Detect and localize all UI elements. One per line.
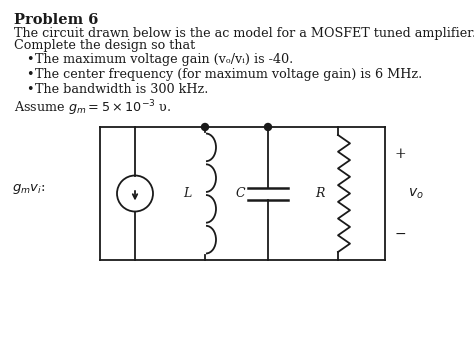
Text: •: • bbox=[26, 68, 34, 81]
Text: •: • bbox=[26, 53, 34, 66]
Text: +: + bbox=[394, 147, 406, 160]
Text: $v_o$: $v_o$ bbox=[408, 186, 424, 201]
Text: Problem 6: Problem 6 bbox=[14, 13, 99, 27]
Text: L: L bbox=[183, 187, 191, 200]
Text: −: − bbox=[394, 226, 406, 240]
Text: The circuit drawn below is the ac model for a MOSFET tuned amplifier.: The circuit drawn below is the ac model … bbox=[14, 27, 474, 40]
Text: $g_m v_i$:: $g_m v_i$: bbox=[12, 182, 46, 197]
Text: •: • bbox=[26, 83, 34, 96]
Text: The bandwidth is 300 kHz.: The bandwidth is 300 kHz. bbox=[35, 83, 209, 96]
Text: R: R bbox=[315, 187, 325, 200]
Circle shape bbox=[201, 124, 209, 131]
Text: The center frequency (for maximum voltage gain) is 6 MHz.: The center frequency (for maximum voltag… bbox=[35, 68, 422, 81]
Text: Assume $g_m = 5 \times 10^{-3}$ υ.: Assume $g_m = 5 \times 10^{-3}$ υ. bbox=[14, 98, 172, 118]
Text: The maximum voltage gain (vₒ/vᵢ) is -40.: The maximum voltage gain (vₒ/vᵢ) is -40. bbox=[35, 53, 293, 66]
Circle shape bbox=[264, 124, 272, 131]
Text: C: C bbox=[235, 187, 245, 200]
Text: Complete the design so that: Complete the design so that bbox=[14, 39, 195, 52]
